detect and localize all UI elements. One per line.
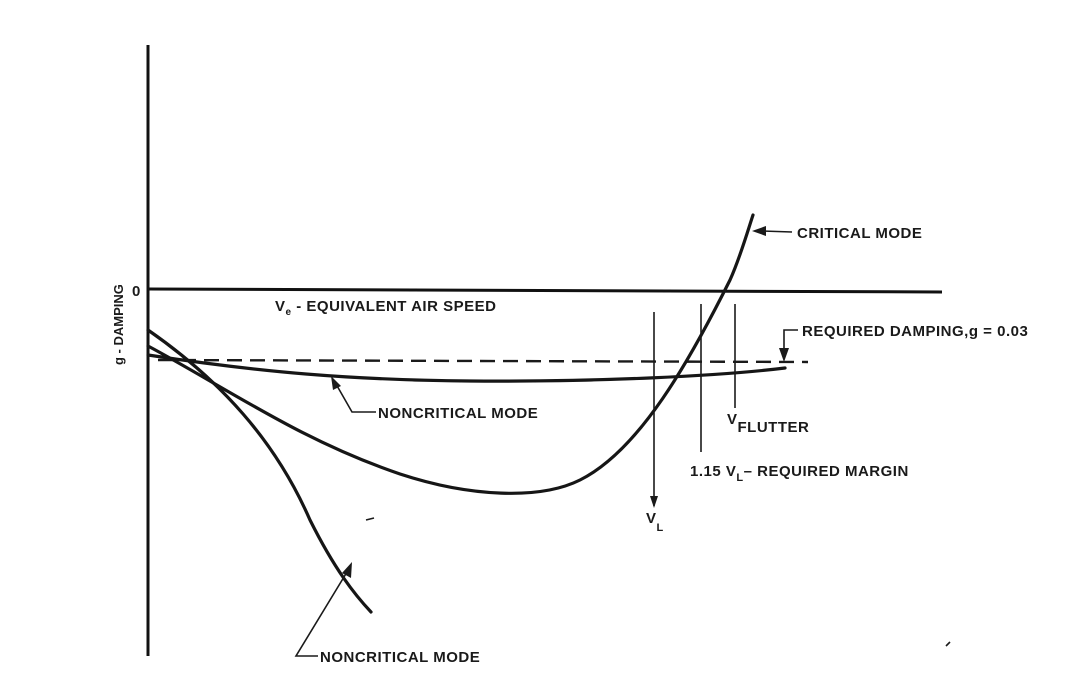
required-damping-leader bbox=[783, 329, 798, 352]
vflutter-label: VFLUTTER bbox=[727, 411, 809, 436]
critical-mode-leader bbox=[761, 230, 793, 233]
margin-suffix: – REQUIRED MARGIN bbox=[744, 463, 909, 480]
noncritical-mode-label-upper: NONCRITICAL MODE bbox=[378, 405, 538, 422]
x-axis-label-sub: e bbox=[286, 307, 292, 318]
y-axis-label: g - DAMPING bbox=[111, 284, 126, 365]
vl-v: V bbox=[646, 510, 657, 527]
vl-sub: L bbox=[657, 522, 664, 534]
vl-label: VL bbox=[646, 510, 664, 534]
vflutter-sub: FLUTTER bbox=[738, 419, 810, 436]
required-damping-label: REQUIRED DAMPING,g = 0.03 bbox=[802, 323, 1028, 340]
stray-mark bbox=[945, 641, 951, 647]
x-axis-label-rest: - EQUIVALENT AIR SPEED bbox=[292, 298, 497, 315]
noncritical-upper-arrowhead bbox=[331, 376, 341, 390]
margin-sub: L bbox=[736, 472, 743, 484]
x-axis-label-v: V bbox=[275, 298, 286, 315]
noncritical-mode-curve-lower bbox=[146, 328, 373, 614]
critical-mode-curve bbox=[146, 213, 755, 495]
required-damping-arrowhead bbox=[779, 348, 789, 362]
margin-label: 1.15 VL– REQUIRED MARGIN bbox=[690, 463, 909, 484]
vflutter-v: V bbox=[727, 411, 738, 428]
stray-mark bbox=[365, 517, 375, 521]
noncritical-lower-leader bbox=[294, 571, 348, 657]
margin-prefix: 1.15 V bbox=[690, 463, 736, 480]
noncritical-mode-label-lower: NONCRITICAL MODE bbox=[320, 649, 480, 666]
zero-label: 0 bbox=[132, 283, 141, 300]
vl-marker-arrowhead bbox=[650, 496, 658, 508]
critical-mode-arrowhead bbox=[752, 226, 766, 236]
critical-mode-label: CRITICAL MODE bbox=[797, 225, 922, 242]
noncritical-upper-leader bbox=[335, 383, 376, 413]
noncritical-mode-curve-upper bbox=[146, 353, 787, 383]
required-damping-line bbox=[157, 358, 809, 364]
zero-damping-line bbox=[147, 287, 943, 294]
noncritical-lower-arrowhead bbox=[342, 562, 352, 578]
x-axis-label: Ve - EQUIVALENT AIR SPEED bbox=[275, 298, 496, 318]
